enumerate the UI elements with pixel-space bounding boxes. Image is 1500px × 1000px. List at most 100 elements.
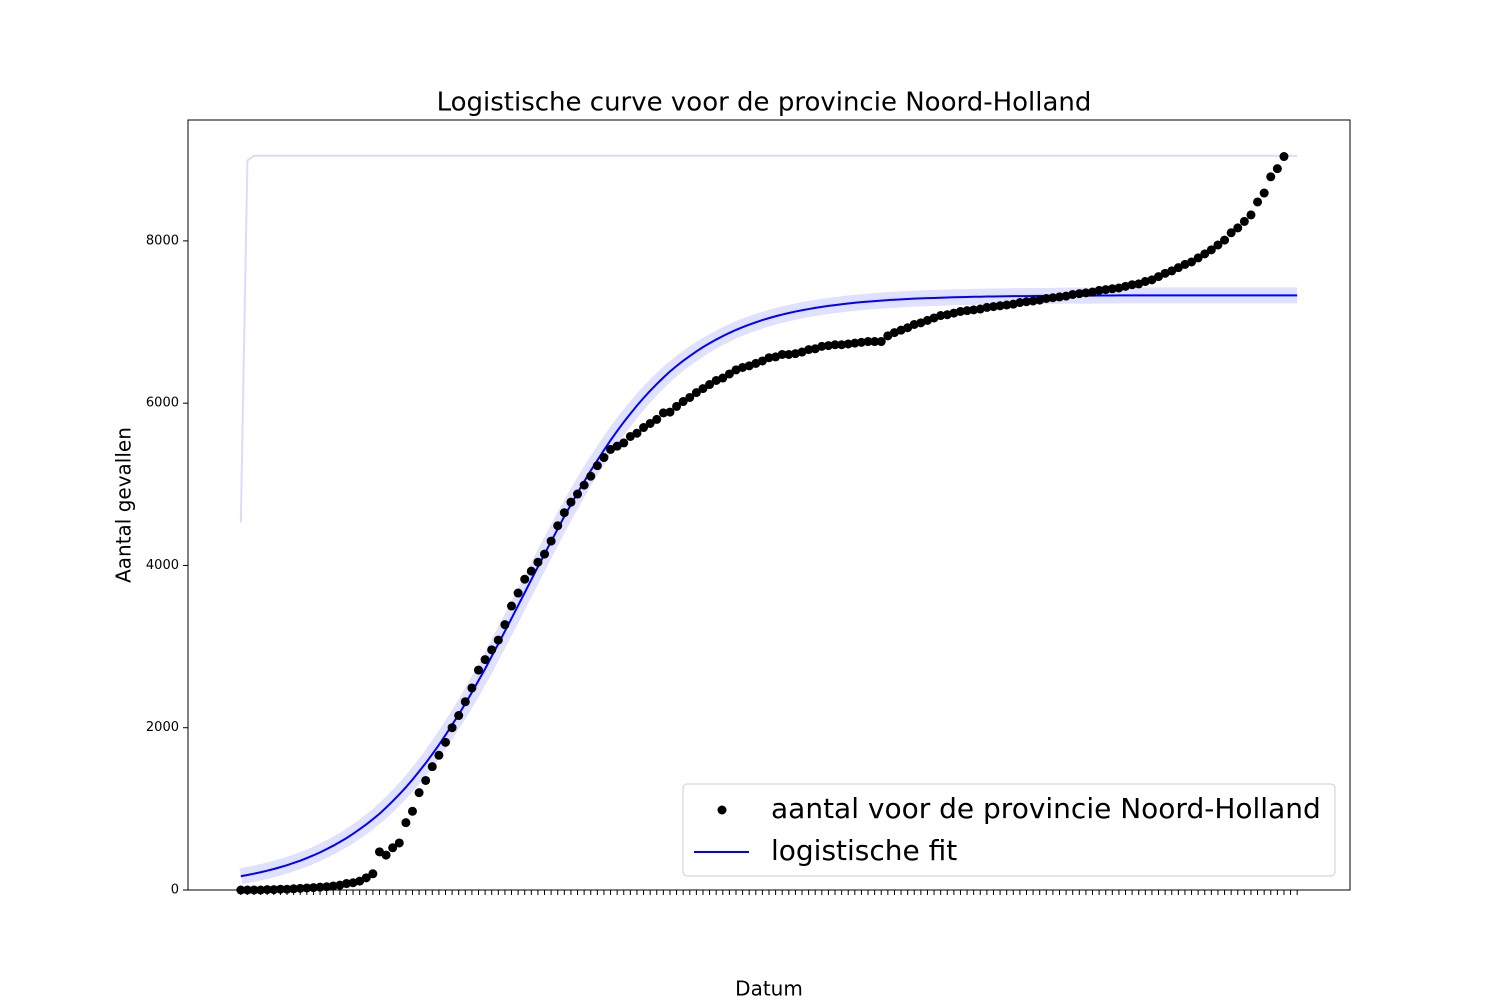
data-point — [493, 635, 503, 645]
data-point — [1028, 296, 1038, 306]
data-point — [1246, 210, 1256, 220]
data-point — [1226, 228, 1236, 238]
data-point — [1048, 293, 1058, 303]
data-point — [394, 838, 404, 848]
data-point — [586, 471, 596, 481]
data-point — [1094, 285, 1104, 295]
data-point — [447, 723, 457, 733]
data-point — [876, 337, 886, 347]
data-point — [1193, 253, 1203, 263]
data-point — [566, 497, 576, 507]
data-point — [520, 574, 530, 584]
data-point — [698, 384, 708, 394]
data-point — [1041, 294, 1051, 304]
y-tick-label: 4000 — [146, 558, 179, 573]
data-point — [540, 549, 550, 559]
data-point — [381, 850, 391, 860]
y-tick-label: 6000 — [146, 396, 179, 411]
legend: aantal voor de provincie Noord-Holland lo… — [682, 783, 1336, 877]
data-point — [724, 369, 734, 379]
data-point — [777, 349, 787, 359]
data-point — [533, 557, 543, 567]
data-point — [500, 620, 510, 630]
data-point — [718, 373, 728, 383]
data-point — [401, 818, 411, 828]
data-point — [1206, 245, 1216, 255]
data-point — [856, 337, 866, 347]
data-point — [315, 882, 325, 892]
data-point — [440, 737, 450, 747]
faint-line — [239, 154, 1298, 523]
data-point — [1002, 300, 1012, 310]
data-point — [507, 601, 517, 611]
data-point — [1253, 197, 1263, 207]
data-point — [467, 683, 477, 693]
legend-marker — [717, 805, 727, 815]
data-point — [1021, 297, 1031, 307]
data-point — [407, 806, 417, 816]
data-point — [559, 508, 569, 518]
data-point — [863, 337, 873, 347]
data-point — [1055, 292, 1064, 302]
legend-label: logistische fit — [771, 834, 957, 867]
data-point — [982, 302, 992, 312]
data-point — [454, 711, 464, 721]
data-point — [665, 407, 675, 417]
data-point — [969, 305, 979, 315]
data-point — [1068, 289, 1078, 299]
data-point — [1187, 257, 1197, 267]
data-point — [460, 697, 470, 707]
data-point — [513, 588, 523, 598]
data-point — [599, 453, 609, 463]
data-point — [1107, 284, 1117, 294]
data-point — [658, 408, 668, 418]
data-point — [1233, 223, 1243, 233]
data-point — [361, 873, 371, 883]
data-point — [526, 566, 536, 576]
data-point — [830, 340, 840, 350]
data-point — [672, 401, 682, 411]
data-point — [322, 882, 332, 892]
data-point — [639, 423, 649, 433]
data-point — [685, 392, 695, 402]
data-point — [1266, 172, 1276, 182]
data-point — [995, 301, 1005, 311]
chart-title: Logistische curve voor de provincie Noor… — [437, 88, 1092, 118]
data-point — [1272, 164, 1282, 174]
data-point — [691, 388, 701, 398]
data-point — [678, 397, 688, 407]
data-point — [474, 665, 483, 675]
y-tick-label: 0 — [171, 883, 179, 898]
data-point — [1127, 280, 1137, 290]
data-point — [1213, 240, 1223, 250]
data-point — [936, 311, 946, 321]
data-point — [592, 461, 602, 471]
data-point — [275, 884, 285, 894]
y-tick-label: 8000 — [146, 233, 179, 248]
data-point — [817, 341, 827, 351]
data-point — [850, 338, 860, 348]
data-point — [784, 349, 794, 359]
data-point — [414, 788, 424, 798]
data-point — [295, 883, 305, 893]
data-point — [427, 762, 437, 772]
data-point — [388, 843, 398, 853]
data-point — [823, 341, 833, 351]
data-point — [1239, 216, 1249, 226]
data-point — [1220, 235, 1230, 245]
data-point — [870, 337, 880, 347]
data-point — [546, 536, 556, 546]
data-point — [328, 881, 338, 891]
data-point — [573, 489, 583, 499]
data-point — [553, 521, 563, 531]
x-axis-label: Datum — [735, 977, 803, 1000]
data-point — [645, 418, 655, 428]
data-point — [1015, 298, 1025, 308]
fit-line — [240, 294, 1298, 878]
data-point — [1259, 188, 1269, 198]
y-axis-label: Aantal gevallen — [112, 427, 136, 583]
data-point — [368, 869, 378, 879]
data-point — [764, 353, 774, 363]
data-point — [434, 750, 444, 760]
